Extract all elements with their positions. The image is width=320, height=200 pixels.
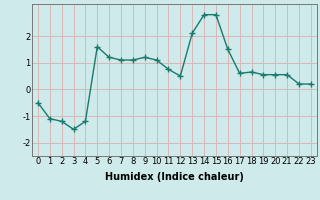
X-axis label: Humidex (Indice chaleur): Humidex (Indice chaleur) [105,172,244,182]
